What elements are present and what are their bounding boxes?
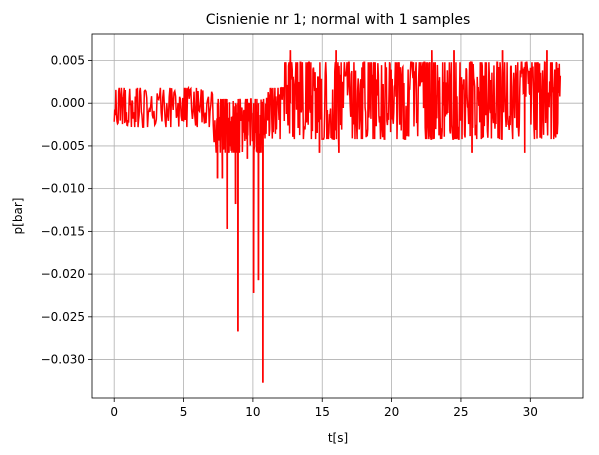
y-tick-label: −0.025 xyxy=(41,310,85,324)
x-tick-label: 15 xyxy=(315,405,330,419)
x-tick-label: 0 xyxy=(110,405,118,419)
y-axis-label: p[bar] xyxy=(11,198,25,235)
chart-title: Cisnienie nr 1; normal with 1 samples xyxy=(206,12,471,28)
x-tick-label: 10 xyxy=(245,405,260,419)
y-tick-label: −0.030 xyxy=(41,353,85,367)
y-tick-label: −0.005 xyxy=(41,139,85,153)
x-tick-label: 25 xyxy=(453,405,468,419)
series-line-0 xyxy=(113,50,562,383)
plot-area xyxy=(113,50,562,383)
y-tick-label: −0.015 xyxy=(41,224,85,238)
x-tick-label: 30 xyxy=(523,405,538,419)
axes-frame xyxy=(91,33,584,399)
y-tick-label: −0.020 xyxy=(41,267,85,281)
y-tick-label: 0.000 xyxy=(51,96,85,110)
x-axis-label: t[s] xyxy=(328,431,348,445)
x-tick-label: 5 xyxy=(180,405,188,419)
axes: 0 5 10 15 20 25 30 0.005 0.000 −0.005 −0.010 −0.015… xyxy=(41,33,584,419)
y-tick-label: −0.010 xyxy=(41,182,85,196)
x-tick-label: 20 xyxy=(384,405,399,419)
y-tick-label: 0.005 xyxy=(51,53,85,67)
